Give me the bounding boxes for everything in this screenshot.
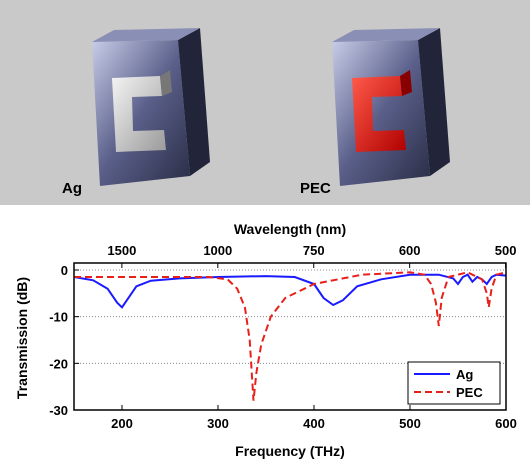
pec-block [332, 28, 450, 186]
x2-tick-label: 1000 [203, 243, 232, 258]
panel-label: PEC [300, 180, 331, 197]
y-tick-label: -30 [49, 403, 68, 418]
legend-box [407, 361, 501, 405]
panel-label: Ag [62, 180, 82, 197]
y-tick-label: -20 [49, 356, 68, 371]
y-tick-label: 0 [61, 263, 68, 278]
y-axis-title: Transmission (dB) [14, 277, 30, 399]
x-axis-title: Frequency (THz) [235, 443, 345, 459]
render-panel [0, 0, 530, 205]
y-tick-label: -10 [49, 310, 68, 325]
legend-label: PEC [456, 385, 483, 400]
x-tick-label: 200 [111, 416, 133, 431]
x2-tick-label: 1500 [107, 243, 136, 258]
x-tick-label: 400 [303, 416, 325, 431]
legend-label: Ag [456, 367, 473, 382]
x2-tick-label: 500 [495, 243, 517, 258]
ag-block [92, 28, 210, 186]
x-tick-label: 300 [207, 416, 229, 431]
x-tick-label: 500 [399, 416, 421, 431]
x2-tick-label: 750 [303, 243, 325, 258]
plot-frame [73, 262, 507, 411]
x2-axis-title: Wavelength (nm) [234, 221, 346, 237]
x-tick-label: 600 [495, 416, 517, 431]
x2-tick-label: 600 [399, 243, 421, 258]
series-line [74, 273, 506, 309]
